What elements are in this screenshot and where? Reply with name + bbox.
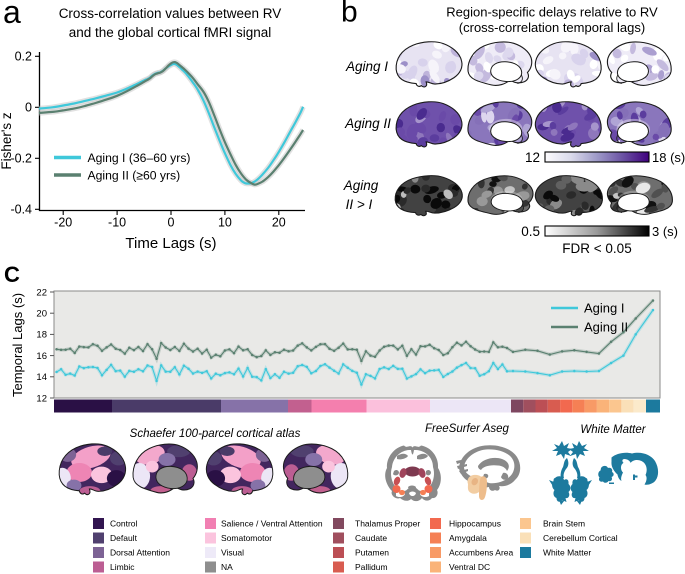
svg-text:18 (s): 18 (s) [652, 150, 685, 165]
svg-text:Aging I: Aging I [584, 301, 624, 316]
svg-text:FreeSurfer Aseg: FreeSurfer Aseg [425, 423, 510, 435]
svg-text:Limbic: Limbic [110, 562, 135, 572]
svg-text:Control: Control [110, 519, 138, 529]
svg-text:Default: Default [110, 533, 138, 543]
svg-text:16: 16 [36, 351, 47, 362]
svg-text:0: 0 [168, 216, 175, 230]
svg-text:20: 20 [36, 309, 47, 320]
svg-text:Temporal Lags (s): Temporal Lags (s) [10, 293, 25, 397]
svg-text:-0.4: -0.4 [10, 203, 32, 217]
svg-text:C: C [4, 262, 20, 287]
svg-text:II > I: II > I [346, 197, 373, 212]
svg-text:a: a [3, 0, 21, 30]
svg-text:White Matter: White Matter [543, 548, 591, 558]
svg-text:0: 0 [25, 101, 32, 115]
svg-text:Time Lags (s): Time Lags (s) [125, 235, 216, 252]
svg-text:Aging II: Aging II [584, 320, 628, 335]
svg-text:-20: -20 [54, 216, 72, 230]
svg-text:10: 10 [218, 216, 232, 230]
svg-text:Aging: Aging [343, 178, 379, 193]
svg-text:Caudate: Caudate [355, 533, 387, 543]
svg-text:20: 20 [272, 216, 286, 230]
svg-text:(cross-correlation temporal la: (cross-correlation temporal lags) [459, 20, 645, 35]
svg-text:12: 12 [36, 393, 47, 404]
svg-text:Thalamus Proper: Thalamus Proper [355, 519, 420, 529]
svg-text:Aging I (36–60 yrs): Aging I (36–60 yrs) [88, 151, 191, 165]
svg-text:22: 22 [36, 287, 47, 298]
svg-text:Hippocampus: Hippocampus [449, 519, 501, 529]
svg-text:Pallidum: Pallidum [355, 562, 388, 572]
svg-text:Schaefer 100-parcel cortical a: Schaefer 100-parcel cortical atlas [130, 428, 301, 440]
svg-text:3 (s): 3 (s) [652, 224, 678, 239]
svg-text:Aging I: Aging I [345, 59, 388, 74]
svg-text:Visual: Visual [221, 548, 244, 558]
svg-text:12: 12 [525, 150, 540, 165]
svg-text:Putamen: Putamen [355, 548, 389, 558]
svg-text:-0.2: -0.2 [10, 152, 32, 166]
svg-text:Accumbens Area: Accumbens Area [449, 548, 514, 558]
svg-text:0.5: 0.5 [521, 224, 540, 239]
svg-text:Aging II (≥60 yrs): Aging II (≥60 yrs) [88, 169, 181, 183]
svg-text:Somatomotor: Somatomotor [221, 533, 272, 543]
svg-text:14: 14 [36, 372, 47, 383]
svg-text:Cross-correlation values betwe: Cross-correlation values between RV [59, 6, 282, 21]
svg-text:Brain Stem: Brain Stem [543, 519, 585, 529]
svg-text:NA: NA [221, 562, 233, 572]
svg-text:Dorsal Attention: Dorsal Attention [110, 548, 170, 558]
svg-text:and the global cortical fMRI s: and the global cortical fMRI signal [69, 25, 272, 40]
svg-text:Region-specific delays relativ: Region-specific delays relative to RV [446, 5, 658, 20]
svg-text:Aging II: Aging II [344, 116, 391, 131]
svg-text:18: 18 [36, 330, 47, 341]
svg-text:b: b [341, 0, 358, 29]
svg-text:-10: -10 [108, 216, 126, 230]
svg-text:White Matter: White Matter [580, 424, 646, 436]
svg-text:FDR < 0.05: FDR < 0.05 [562, 241, 631, 256]
svg-text:Salience / Ventral Attention: Salience / Ventral Attention [221, 519, 323, 529]
svg-text:Ventral DC: Ventral DC [449, 562, 490, 572]
svg-text:Amygdala: Amygdala [449, 533, 487, 543]
svg-text:0.2: 0.2 [15, 50, 32, 64]
svg-text:Fisher's z: Fisher's z [0, 112, 14, 170]
svg-text:Cerebellum Cortical: Cerebellum Cortical [543, 533, 618, 543]
